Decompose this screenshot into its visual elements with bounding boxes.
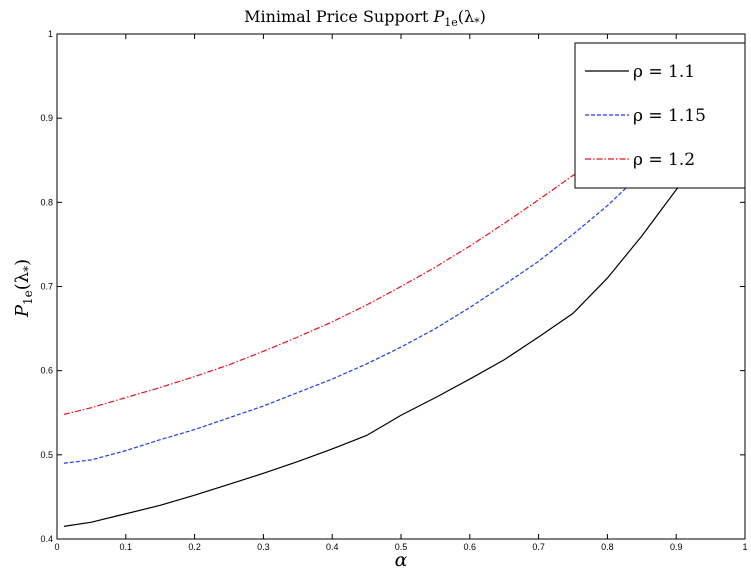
x-tick-label: 0.8 [601, 542, 614, 552]
series-line-2 [63, 159, 608, 416]
y-tick-label: 0.8 [40, 197, 53, 207]
y-tick-label: 0.7 [40, 282, 53, 292]
x-tick-label: 1 [742, 542, 747, 552]
x-tick-label: 0.4 [326, 542, 339, 552]
x-tick-label: 0 [54, 542, 59, 552]
y-tick-label: 0.4 [40, 534, 53, 544]
y-axis-label: P1e(λ*) [12, 259, 35, 318]
y-tick-label: 0.9 [40, 113, 53, 123]
series-line-0 [63, 172, 691, 527]
series-line-1 [63, 172, 643, 464]
legend-entry-0: ρ = 1.1 [633, 62, 695, 82]
x-tick-label: 0.7 [532, 542, 545, 552]
legend: ρ = 1.1 ρ = 1.15 ρ = 1.2 [574, 42, 746, 189]
chart-title: Minimal Price Support P1e(λ*) [244, 7, 486, 29]
y-tick-label: 1 [48, 29, 53, 39]
x-tick-label: 0.5 [395, 542, 408, 552]
x-tick-label: 0.2 [188, 542, 201, 552]
series-lines [63, 159, 691, 527]
y-tick-label: 0.6 [40, 366, 53, 376]
x-tick-label: 0.9 [670, 542, 683, 552]
legend-entry-2: ρ = 1.2 [633, 150, 695, 170]
x-tick-label: 0.3 [257, 542, 270, 552]
y-tick-label: 0.5 [40, 450, 53, 460]
x-tick-label: 0.6 [464, 542, 477, 552]
legend-entry-1: ρ = 1.15 [633, 106, 706, 126]
x-tick-label: 0.1 [120, 542, 133, 552]
axis-ticks: 0 0.1 0.2 0.3 0.4 0.5 0.6 0.7 0.8 0.9 1 0.4 0.5 0.6 0.… [40, 29, 747, 552]
x-axis-label: α [395, 549, 408, 571]
